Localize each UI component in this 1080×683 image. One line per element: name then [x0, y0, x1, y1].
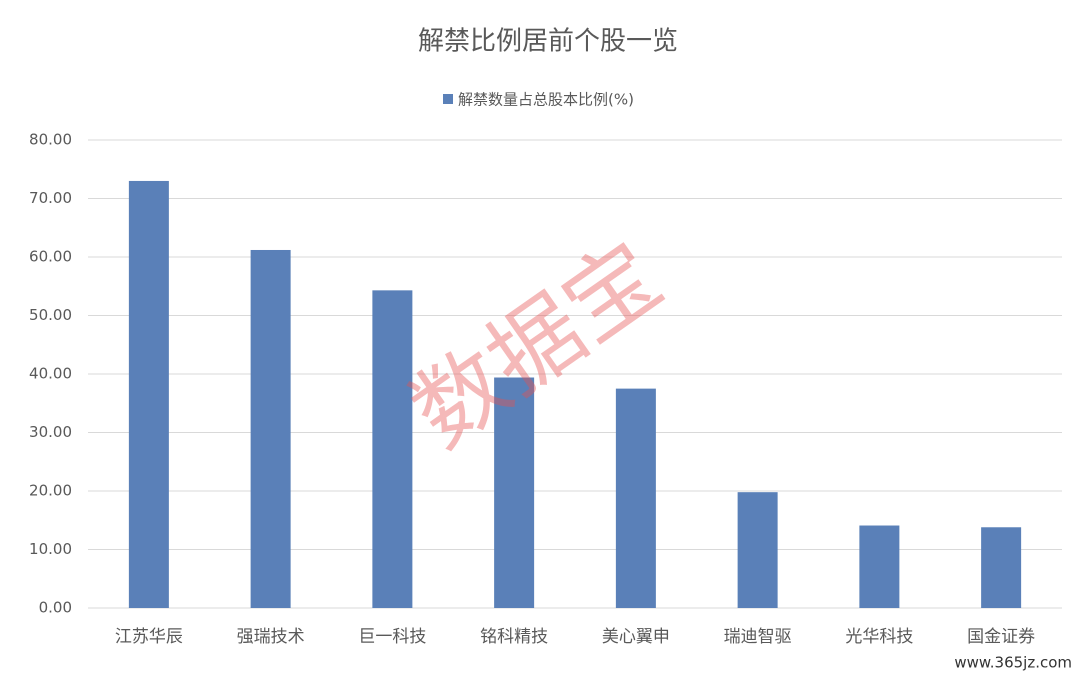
bar	[494, 377, 535, 608]
y-tick-label: 70.00	[29, 189, 72, 207]
bar	[859, 525, 900, 608]
y-tick-label: 60.00	[29, 248, 72, 266]
x-tick-label: 强瑞技术	[237, 627, 305, 647]
y-tick-label: 20.00	[29, 482, 72, 500]
source-label: www.365jz.com	[954, 654, 1072, 672]
legend-swatch	[443, 94, 453, 104]
x-tick-label: 光华科技	[845, 627, 913, 647]
bar	[981, 527, 1022, 608]
bar	[372, 290, 413, 608]
y-tick-label: 80.00	[29, 131, 72, 149]
bar	[250, 249, 291, 609]
legend-label: 解禁数量占总股本比例(%)	[458, 91, 634, 109]
x-tick-label: 铭科精技	[480, 627, 548, 647]
x-tick-label: 江苏华辰	[115, 627, 183, 647]
y-tick-label: 0.00	[39, 599, 72, 617]
bar	[737, 492, 778, 608]
bar	[128, 180, 169, 608]
y-tick-label: 40.00	[29, 365, 72, 383]
x-tick-label: 瑞迪智驱	[724, 627, 792, 647]
x-tick-label: 国金证券	[967, 627, 1035, 647]
bar	[615, 388, 656, 608]
x-tick-label: 巨一科技	[358, 627, 426, 647]
y-tick-label: 10.00	[29, 540, 72, 558]
x-tick-label: 美心翼申	[602, 627, 670, 647]
chart-title: 解禁比例居前个股一览	[418, 27, 678, 57]
y-tick-label: 50.00	[29, 306, 72, 324]
y-tick-label: 30.00	[29, 423, 72, 441]
